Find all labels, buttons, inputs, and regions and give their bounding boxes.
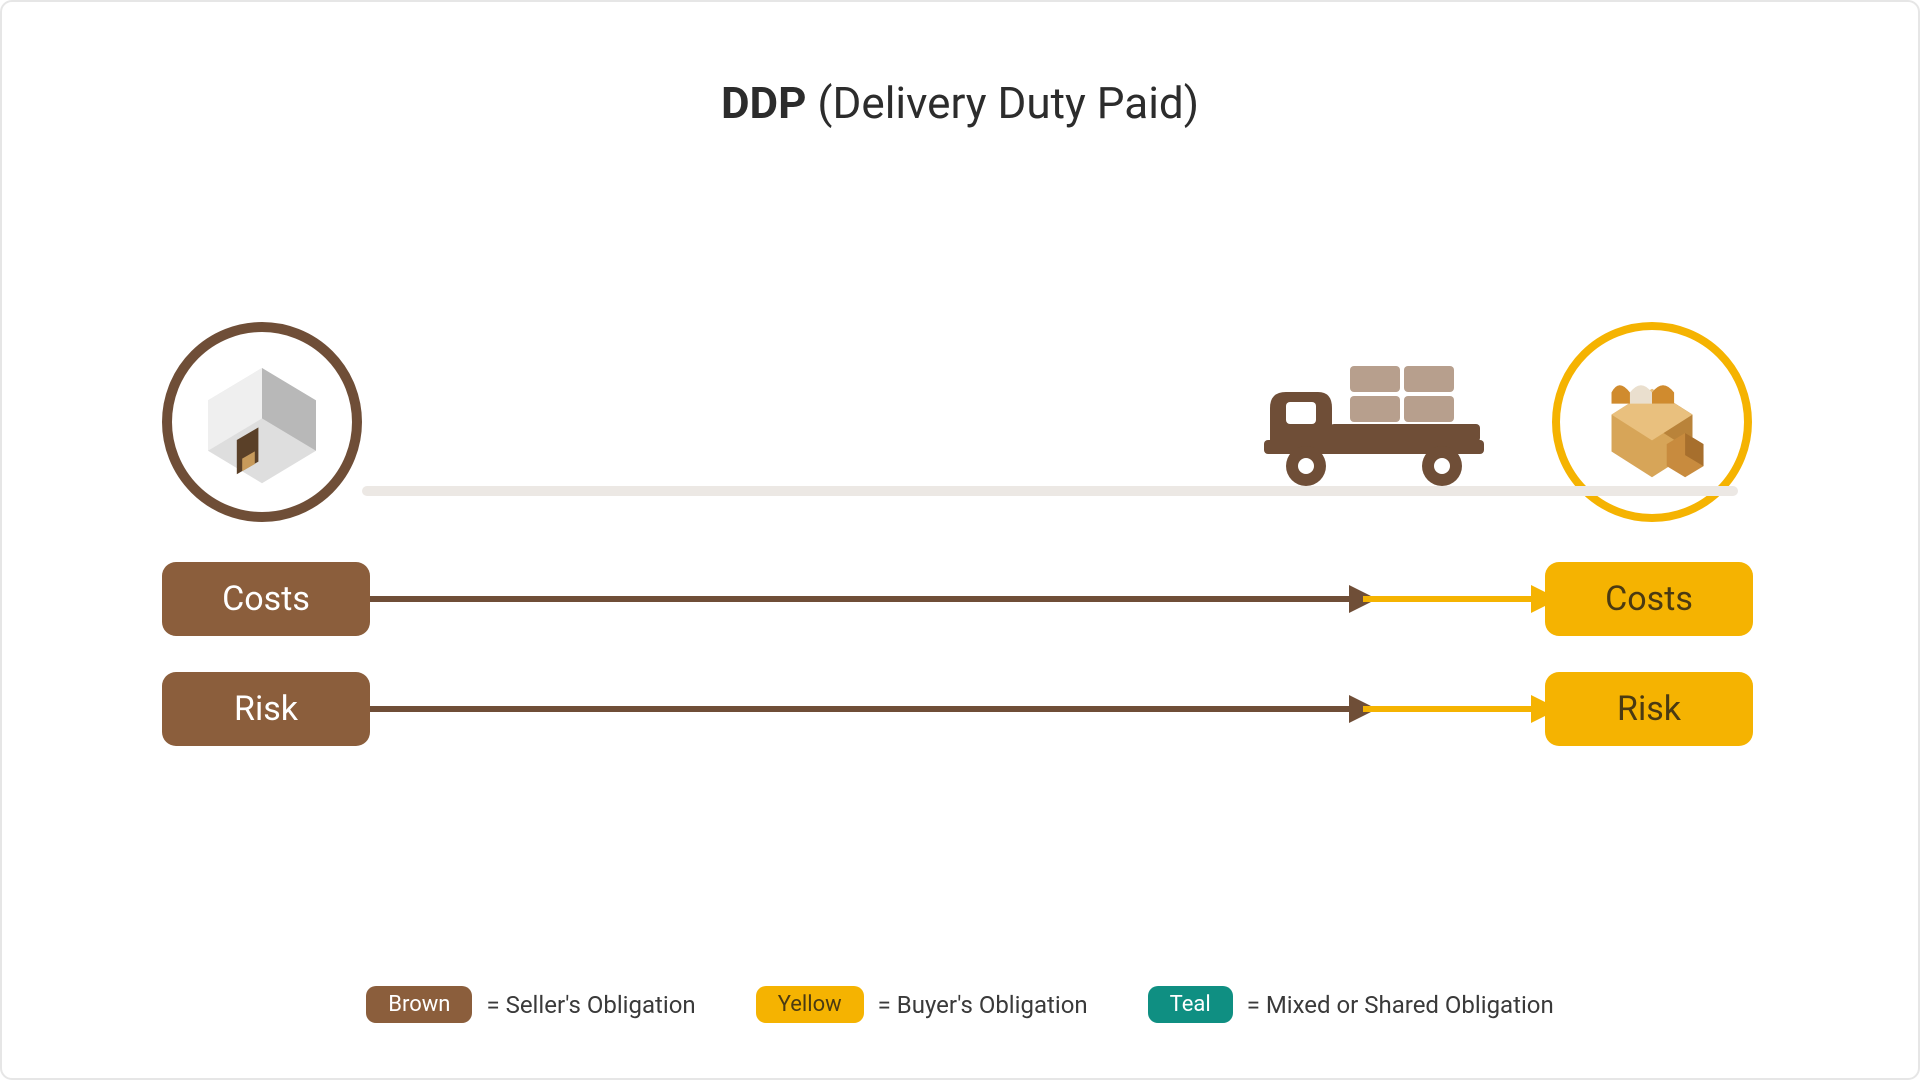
- legend-swatch-teal: Teal: [1148, 986, 1233, 1023]
- origin-node: [162, 322, 362, 522]
- risk-bar: [370, 699, 1545, 719]
- risk-bar-buyer: [1363, 706, 1545, 712]
- legend-desc-teal: = Mixed or Shared Obligation: [1247, 991, 1554, 1019]
- costs-bar-seller: [370, 596, 1363, 602]
- risk-buyer-pill: Risk: [1545, 672, 1753, 746]
- legend-desc-yellow: = Buyer's Obligation: [878, 991, 1088, 1019]
- title-bold: DDP: [721, 77, 807, 129]
- page-title: DDP (Delivery Duty Paid): [2, 77, 1918, 129]
- costs-buyer-pill: Costs: [1545, 562, 1753, 636]
- costs-bar-buyer: [1363, 596, 1545, 602]
- legend-desc-brown: = Seller's Obligation: [486, 991, 695, 1019]
- legend-item-teal: Teal = Mixed or Shared Obligation: [1148, 986, 1554, 1023]
- risk-seller-pill: Risk: [162, 672, 370, 746]
- costs-bar: [370, 589, 1545, 609]
- legend: Brown = Seller's Obligation Yellow = Buy…: [2, 986, 1918, 1023]
- title-rest: (Delivery Duty Paid): [807, 77, 1200, 129]
- legend-swatch-brown: Brown: [366, 986, 472, 1023]
- route-track: [362, 486, 1738, 496]
- legend-swatch-yellow: Yellow: [756, 986, 864, 1023]
- row-costs: Costs Costs: [162, 562, 1753, 636]
- diagram-frame: DDP (Delivery Duty Paid): [0, 0, 1920, 1080]
- row-risk: Risk Risk: [162, 672, 1753, 746]
- warehouse-icon: [172, 332, 352, 512]
- costs-seller-pill: Costs: [162, 562, 370, 636]
- legend-item-brown: Brown = Seller's Obligation: [366, 986, 695, 1023]
- risk-bar-seller: [370, 706, 1363, 712]
- legend-item-yellow: Yellow = Buyer's Obligation: [756, 986, 1088, 1023]
- truck-boxes-icon: [1252, 362, 1492, 496]
